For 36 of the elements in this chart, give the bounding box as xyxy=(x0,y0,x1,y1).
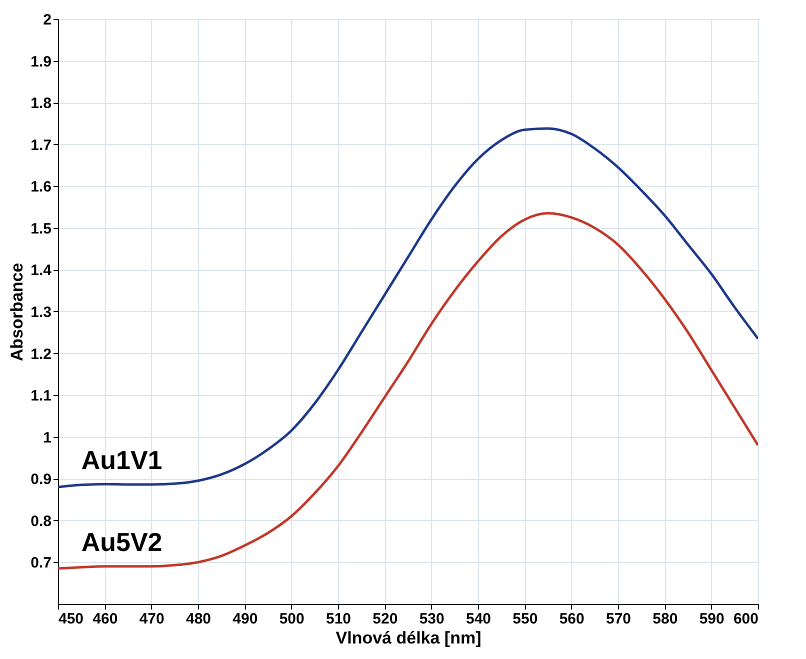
x-tick-label: 490 xyxy=(232,610,258,628)
y-tick-label: 1.3 xyxy=(30,304,52,321)
series-label: Au5V2 xyxy=(81,527,162,558)
x-tick-label: 580 xyxy=(652,610,678,628)
y-tick-label: 0.8 xyxy=(30,512,52,530)
y-tick-label: 2 xyxy=(43,12,52,28)
y-tick-label: 1.4 xyxy=(30,262,52,280)
x-tick-label: 510 xyxy=(326,610,352,628)
y-tick-label: 1.7 xyxy=(30,136,52,154)
x-tick-label: 570 xyxy=(606,610,632,628)
x-tick-label: 450 xyxy=(58,610,84,628)
y-tick-label: 1.5 xyxy=(30,220,52,238)
x-tick-label: 550 xyxy=(512,610,538,628)
line-series xyxy=(58,127,758,488)
line-series xyxy=(58,212,758,570)
x-tick-label: 480 xyxy=(186,610,212,628)
y-tick-label: 1 xyxy=(43,429,52,446)
x-tick-label: 500 xyxy=(279,610,304,628)
x-tick-label: 560 xyxy=(559,610,584,628)
x-axis-title: Vlnová délka [nm] xyxy=(336,628,482,648)
y-tick-label: 1.9 xyxy=(30,53,52,70)
x-tick-label: 600 xyxy=(733,610,758,628)
y-axis-title: Absorbance xyxy=(8,262,27,362)
x-tick-label: 590 xyxy=(699,610,724,628)
y-tick-label: 1.6 xyxy=(30,178,52,196)
y-tick-label: 1.1 xyxy=(30,388,52,405)
series-label: Au1V1 xyxy=(81,444,162,475)
x-tick-label: 460 xyxy=(92,610,118,628)
y-tick-label: 0.7 xyxy=(30,554,52,572)
y-tick-label: 0.9 xyxy=(30,471,52,488)
y-tick-label: 1.8 xyxy=(30,95,52,112)
y-tick-label: 1.2 xyxy=(30,346,52,363)
x-tick-label: 540 xyxy=(466,610,492,628)
x-tick-label: 470 xyxy=(139,610,164,628)
x-tick-label: 530 xyxy=(419,610,444,628)
x-tick-label: 520 xyxy=(372,610,398,628)
